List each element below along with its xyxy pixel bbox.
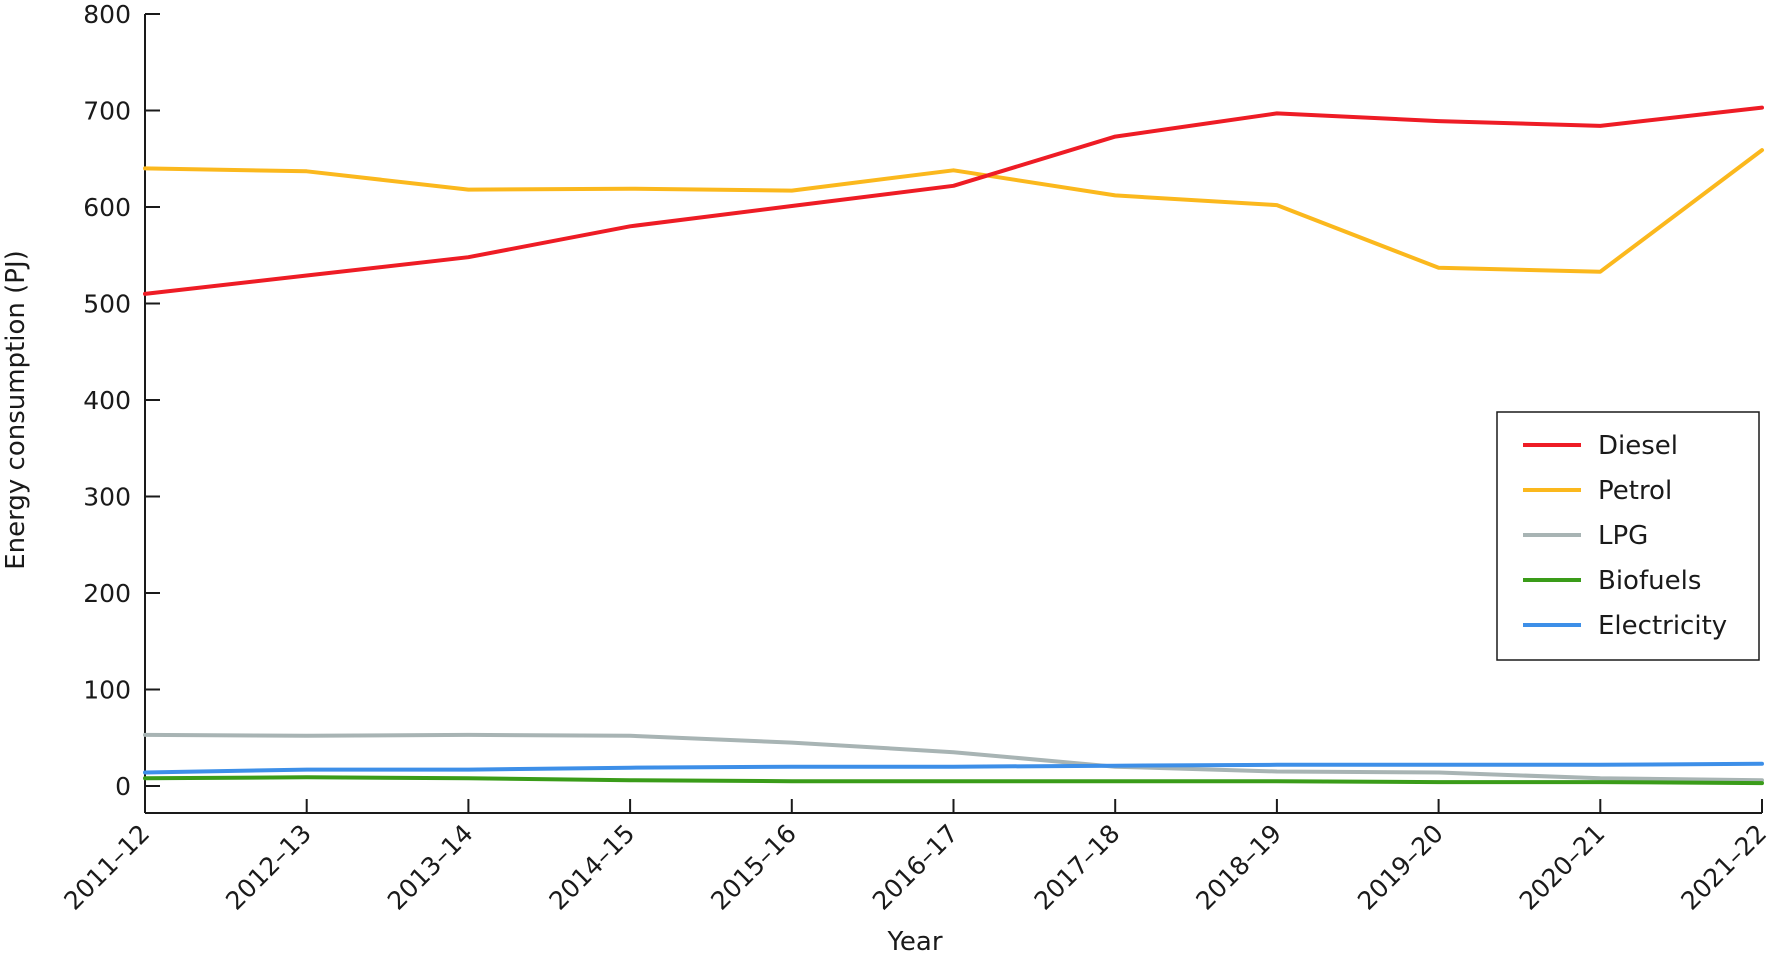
legend-item-electricity: Electricity bbox=[1523, 611, 1727, 641]
y-tick-label: 300 bbox=[83, 483, 131, 512]
y-tick-label: 0 bbox=[115, 772, 131, 801]
y-axis-ticks: 0 100 200 300 400 500 600 700 800 bbox=[83, 0, 160, 801]
series-line-biofuels bbox=[143, 775, 1764, 786]
y-tick-label: 700 bbox=[83, 97, 131, 126]
y-axis-title: Energy consumption (PJ) bbox=[1, 250, 31, 570]
x-tick-label: 2019–20 bbox=[1352, 819, 1449, 916]
y-tick-label: 200 bbox=[83, 579, 131, 608]
y-tick-label: 500 bbox=[83, 290, 131, 319]
legend-item-diesel: Diesel bbox=[1523, 431, 1678, 461]
legend-label: Diesel bbox=[1598, 431, 1678, 461]
y-tick-label: 800 bbox=[83, 0, 131, 29]
y-tick-label: 400 bbox=[83, 386, 131, 415]
legend-label: Petrol bbox=[1598, 476, 1672, 506]
x-tick-label: 2017–18 bbox=[1029, 819, 1126, 916]
series-line-petrol bbox=[143, 148, 1764, 274]
series-line-lpg bbox=[143, 732, 1764, 783]
series-line-electricity bbox=[143, 761, 1764, 775]
legend-item-lpg: LPG bbox=[1523, 521, 1648, 551]
x-tick-label: 2012–13 bbox=[220, 819, 317, 916]
x-tick-label: 2011–12 bbox=[58, 819, 155, 916]
legend-label: Electricity bbox=[1598, 611, 1727, 641]
series-layer bbox=[143, 105, 1764, 786]
legend-label: LPG bbox=[1598, 521, 1648, 551]
legend-item-biofuels: Biofuels bbox=[1523, 566, 1701, 596]
y-tick-label: 100 bbox=[83, 676, 131, 705]
x-tick-label: 2016–17 bbox=[867, 819, 964, 916]
x-axis-ticks: 2011–12 2012–13 2013–14 2014–15 2015–16 2016–… bbox=[58, 799, 1772, 916]
x-tick-label: 2014–15 bbox=[544, 819, 641, 916]
x-tick-label: 2013–14 bbox=[382, 819, 479, 916]
legend-item-petrol: Petrol bbox=[1523, 476, 1672, 506]
x-tick-label: 2015–16 bbox=[705, 819, 802, 916]
x-tick-label: 2018–19 bbox=[1190, 819, 1287, 916]
legend-label: Biofuels bbox=[1598, 566, 1701, 596]
legend: Diesel Petrol LPG Biofuels Electricity bbox=[1496, 411, 1760, 661]
x-tick-label: 2021–22 bbox=[1675, 819, 1772, 916]
y-tick-label: 600 bbox=[83, 193, 131, 222]
x-axis-title: Year bbox=[886, 927, 942, 957]
x-tick-label: 2020–21 bbox=[1514, 819, 1611, 916]
series-line-diesel bbox=[143, 105, 1764, 296]
